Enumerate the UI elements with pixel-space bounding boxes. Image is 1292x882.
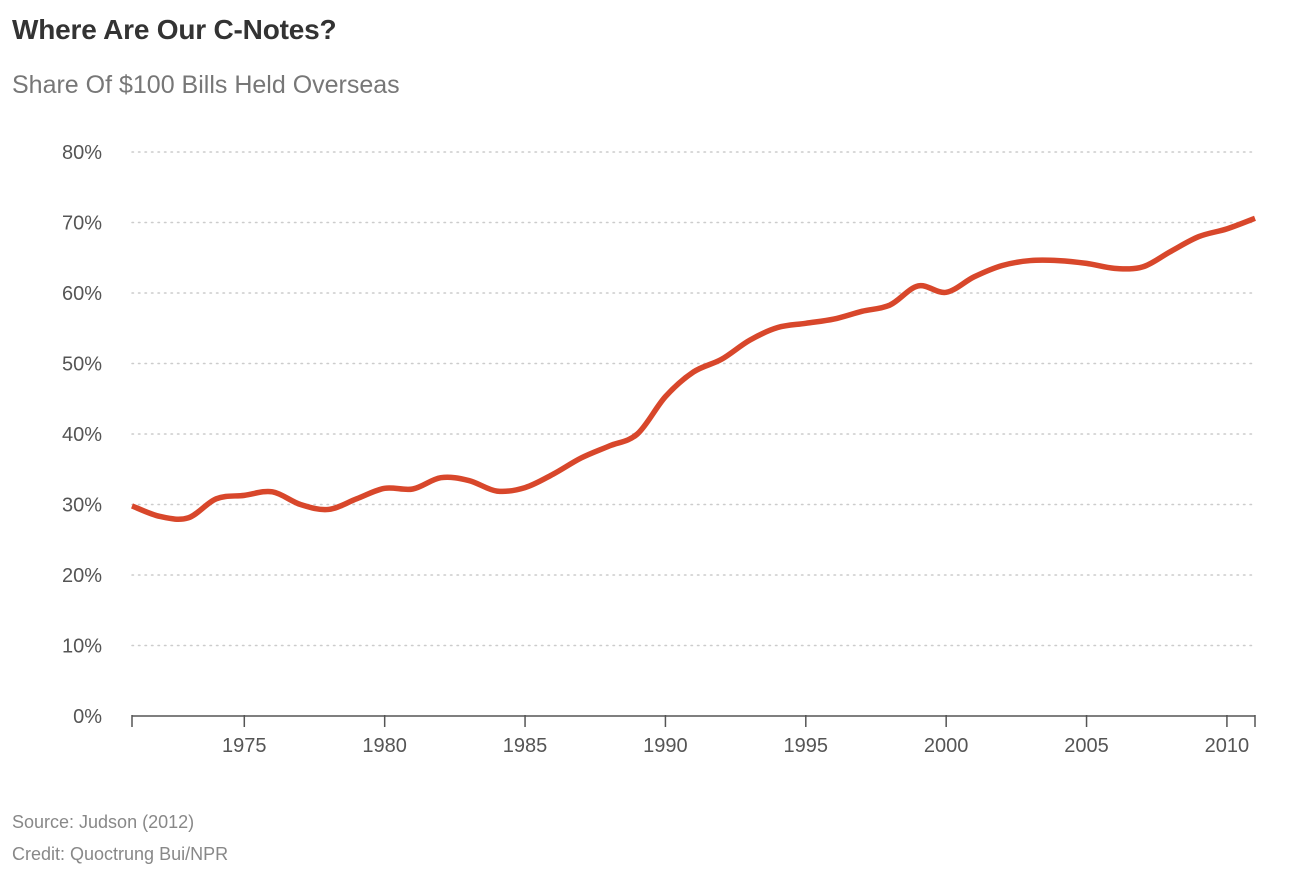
data-point-1999: [916, 283, 921, 288]
data-point-2000: [944, 290, 949, 295]
data-point-1972: [158, 514, 163, 519]
data-point-2010: [1224, 226, 1229, 231]
data-point-1994: [775, 325, 780, 330]
y-tick-label: 80%: [62, 142, 102, 164]
data-point-1981: [410, 486, 415, 491]
y-tick-label: 40%: [62, 424, 102, 446]
data-point-1983: [466, 478, 471, 483]
y-tick-label: 50%: [62, 354, 102, 376]
data-point-1978: [326, 507, 331, 512]
y-tick-label: 70%: [62, 213, 102, 235]
data-point-1976: [270, 489, 275, 494]
y-tick-label: 0%: [73, 706, 102, 728]
source-note: Source: Judson (2012): [12, 812, 195, 832]
x-tick-label: 1995: [784, 735, 829, 757]
data-point-2004: [1056, 258, 1061, 263]
series-line-0: [130, 215, 1256, 523]
data-point-1996: [831, 317, 836, 322]
data-point-2006: [1112, 266, 1117, 271]
data-point-1971: [130, 503, 135, 508]
data-point-1992: [719, 357, 724, 362]
data-point-1995: [803, 321, 808, 326]
data-point-1991: [691, 369, 696, 374]
chart-subtitle: Share Of $100 Bills Held Overseas: [12, 71, 400, 99]
data-point-1979: [354, 496, 359, 501]
x-tick-label: 2010: [1205, 735, 1250, 757]
x-tick-label: 1990: [643, 735, 688, 757]
data-point-2009: [1196, 234, 1201, 239]
data-point-1989: [635, 432, 640, 437]
data-point-1977: [298, 502, 303, 507]
y-tick-label: 30%: [62, 495, 102, 517]
x-tick-label: 1985: [503, 735, 548, 757]
data-point-1980: [382, 486, 387, 491]
data-point-2003: [1028, 258, 1033, 263]
y-tick-label: 20%: [62, 565, 102, 587]
data-point-1974: [214, 496, 219, 501]
x-tick-label: 2000: [924, 735, 969, 757]
data-point-2002: [1000, 263, 1005, 268]
x-tick-label: 1975: [222, 735, 267, 757]
data-point-1997: [859, 309, 864, 314]
data-point-1998: [888, 302, 893, 307]
credit-note: Credit: Quoctrung Bui/NPR: [12, 844, 229, 864]
data-point-1993: [747, 338, 752, 343]
x-tick-label: 1980: [362, 735, 407, 757]
x-tick-label: 2005: [1064, 735, 1109, 757]
data-point-1985: [523, 485, 528, 490]
x-axis: 1975 1980 1985 1990 1995 2000 2005 2010: [131, 715, 1256, 757]
data-point-2001: [972, 274, 977, 279]
data-point-2005: [1084, 261, 1089, 266]
chart-title: Where Are Our C-Notes?: [12, 14, 337, 45]
data-point-1982: [438, 475, 443, 480]
data-point-1986: [551, 472, 556, 477]
data-point-2008: [1168, 249, 1173, 254]
data-point-1990: [663, 394, 668, 399]
y-tick-label: 60%: [62, 283, 102, 305]
data-point-1988: [607, 443, 612, 448]
data-point-2007: [1140, 264, 1145, 269]
data-point-2011: [1253, 216, 1258, 221]
data-point-1975: [242, 493, 247, 498]
data-point-1973: [186, 515, 191, 520]
gridlines: [131, 151, 1256, 647]
series-layer: [130, 215, 1258, 523]
data-point-1987: [579, 455, 584, 460]
y-tick-label: 10%: [62, 636, 102, 658]
data-point-1984: [494, 489, 499, 494]
y-axis-tick-labels: 0% 10% 20% 30% 40% 50% 60% 70% 80%: [62, 142, 102, 728]
